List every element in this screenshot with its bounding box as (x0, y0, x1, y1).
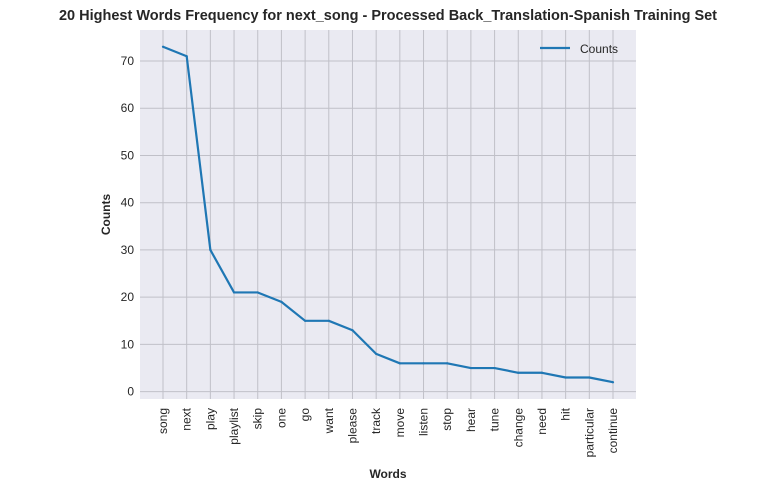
data-point (517, 371, 520, 374)
plot-area (140, 30, 636, 399)
x-tick-label: play (203, 408, 217, 430)
data-point (469, 366, 472, 370)
y-tick-label: 40 (121, 196, 135, 210)
data-point (564, 376, 567, 379)
data-point (422, 362, 425, 365)
data-point (209, 248, 212, 252)
y-tick-label: 50 (121, 148, 135, 162)
y-axis-label: Counts (99, 194, 113, 236)
x-tick-label: please (345, 408, 359, 444)
x-tick-label: one (274, 408, 288, 428)
data-point (280, 300, 283, 304)
y-tick-label: 60 (121, 101, 135, 115)
x-tick-label: go (298, 408, 312, 422)
data-point (327, 319, 330, 322)
x-tick-label: listen (417, 408, 431, 436)
data-point (540, 371, 544, 374)
x-tick-label: skip (251, 408, 265, 430)
data-point (256, 291, 259, 294)
y-tick-label: 0 (127, 385, 134, 399)
data-point (185, 55, 188, 58)
x-tick-label: particular (582, 408, 596, 457)
x-tick-label: stop (440, 408, 454, 431)
y-tick-label: 20 (121, 290, 135, 304)
grid-lines (140, 30, 636, 399)
data-point (446, 362, 449, 365)
data-point (232, 291, 236, 294)
legend: Counts (540, 42, 618, 56)
x-tick-label: tune (488, 408, 502, 432)
y-tick-label: 70 (121, 54, 135, 68)
data-point (398, 362, 401, 365)
x-tick-label: playlist (227, 407, 241, 444)
x-tick-label: hit (559, 407, 573, 420)
x-tick-label: continue (606, 408, 620, 454)
x-axis-label: Words (369, 467, 406, 481)
data-point (304, 319, 307, 322)
data-points (161, 45, 615, 384)
x-tick-label: want (322, 407, 336, 434)
chart-title: 20 Highest Words Frequency for next_song… (58, 8, 718, 24)
data-point (351, 329, 354, 332)
y-tick-label: 10 (121, 337, 135, 351)
x-tick-label: next (180, 407, 194, 430)
series-line-counts (162, 45, 614, 384)
data-point (493, 366, 496, 370)
data-point (161, 45, 165, 48)
x-tick-label: hear (464, 408, 478, 432)
x-tick-label: song (156, 408, 170, 434)
data-point (588, 376, 591, 379)
x-tick-label: change (511, 408, 525, 448)
legend-label-counts: Counts (580, 42, 618, 56)
y-tick-label: 30 (121, 243, 135, 257)
x-tick-label: move (393, 408, 407, 438)
x-tick-label: need (535, 408, 549, 435)
x-tick-label: track (369, 407, 383, 434)
data-point (375, 352, 378, 355)
tick-labels: song next play playlist skip one go want please t… (121, 54, 620, 457)
data-point (611, 381, 615, 384)
